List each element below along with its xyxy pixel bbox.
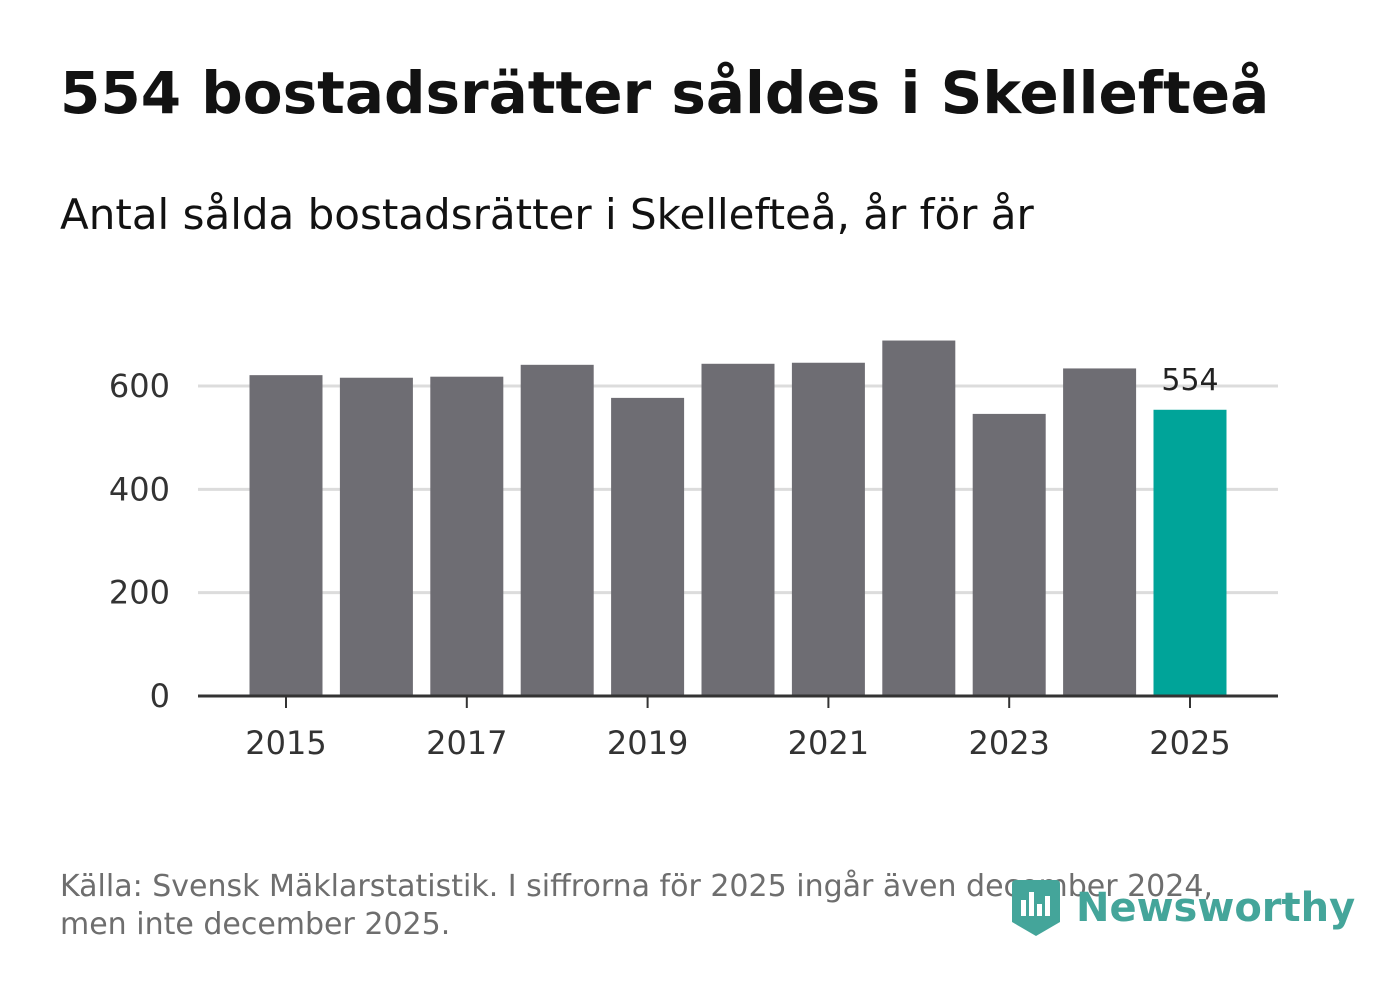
x-tick-label: 2025 [1149,724,1230,762]
bar-2018 [520,364,594,696]
bar-2017 [430,376,504,696]
y-tick-label: 400 [109,470,170,508]
y-tick-label: 200 [109,574,170,612]
bar-2019 [611,397,685,696]
chart-subtitle: Antal sålda bostadsrätter i Skellefteå, … [60,190,1034,239]
bar-2016 [339,377,413,696]
bar-2020 [701,363,775,696]
x-tick-label: 2017 [426,724,507,762]
bar-2025 [1153,409,1227,696]
bar-2023 [972,413,1046,696]
bar-chart: 0 200 400 600 554 2015 2017 2019 2021 2023 2025 [109,340,1278,762]
x-tick-label: 2019 [607,724,688,762]
y-tick-label: 0 [150,677,170,715]
bar-2021 [791,362,865,696]
bar-2015 [249,375,323,696]
y-tick-label: 600 [109,367,170,405]
newsworthy-logo: Newsworthy [1010,878,1355,938]
newsworthy-logo-icon [1012,880,1060,936]
x-tick-label: 2023 [968,724,1049,762]
logo-wordmark: Newsworthy [1076,885,1356,931]
bar-2024 [1063,368,1137,696]
bar-2022 [882,340,956,696]
x-tick-label: 2015 [245,724,326,762]
chart-title: 554 bostadsrätter såldes i Skellefteå [60,59,1270,127]
x-tick-label: 2021 [788,724,869,762]
data-label: 554 [1161,363,1218,398]
